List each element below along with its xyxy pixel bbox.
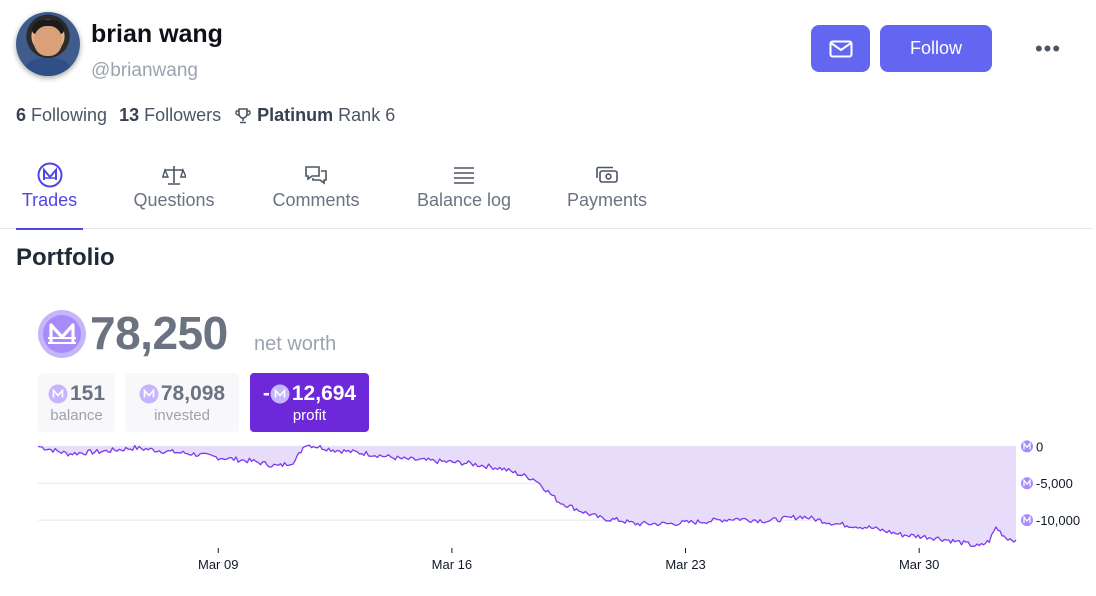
list-icon bbox=[453, 160, 475, 190]
mail-icon bbox=[829, 40, 852, 57]
mana-coin-icon bbox=[1021, 477, 1033, 490]
mana-coin-glyph bbox=[1023, 441, 1031, 450]
tab-label: Questions bbox=[133, 190, 215, 210]
mana-coin-glyph bbox=[1023, 478, 1031, 487]
following-count: 6 bbox=[16, 105, 27, 125]
followers-count: 13 bbox=[119, 105, 140, 125]
invested-label: invested bbox=[154, 406, 210, 424]
x-tick-label: Mar 30 bbox=[899, 557, 939, 572]
profile-stats: 6 Following 13 Followers Platinum Rank 6 bbox=[16, 105, 407, 126]
message-button[interactable] bbox=[811, 25, 870, 72]
tab-trades[interactable]: Trades bbox=[16, 160, 83, 230]
balance-value: 151 bbox=[69, 381, 106, 405]
mana-coin-icon bbox=[270, 384, 290, 403]
tab-label: Balance log bbox=[416, 190, 512, 210]
balance-label: balance bbox=[50, 406, 103, 424]
avatar[interactable] bbox=[16, 12, 80, 76]
mana-icon bbox=[37, 160, 63, 190]
chat-icon bbox=[304, 160, 328, 190]
chart-series-line bbox=[37, 444, 1017, 547]
profit-card[interactable]: - 12,694 profit bbox=[250, 373, 369, 432]
rank-stat[interactable]: Platinum Rank 6 bbox=[233, 105, 395, 126]
following-label: Following bbox=[31, 105, 108, 125]
more-options-button[interactable]: ••• bbox=[1034, 36, 1062, 61]
profit-value: 12,694 bbox=[291, 381, 357, 405]
net-worth-label: net worth bbox=[254, 333, 337, 355]
followers-label: Followers bbox=[144, 105, 222, 125]
tab-label: Trades bbox=[21, 190, 78, 210]
profit-sign: - bbox=[262, 381, 270, 405]
y-tick-label: 0 bbox=[1036, 439, 1043, 454]
profile-name: brian wang bbox=[91, 20, 223, 48]
rank-tier: Platinum bbox=[257, 105, 334, 125]
cash-icon bbox=[595, 160, 619, 190]
profit-label: profit bbox=[292, 406, 327, 424]
avatar-shirt bbox=[22, 58, 74, 76]
follow-button[interactable]: Follow bbox=[880, 25, 992, 72]
x-tick-label: Mar 23 bbox=[665, 557, 705, 572]
tab-label: Payments bbox=[566, 190, 648, 210]
x-tick-label: Mar 16 bbox=[432, 557, 472, 572]
mana-coin-icon bbox=[48, 384, 68, 403]
mana-coin-icon bbox=[139, 384, 159, 403]
profit-chart[interactable]: Mar 09 Mar 16 Mar 23 Mar 30 0 -5,000 -10,000 bbox=[0, 436, 1096, 581]
followers-stat[interactable]: 13 Followers bbox=[119, 105, 221, 126]
y-tick-label: -10,000 bbox=[1036, 513, 1080, 528]
tab-label: Comments bbox=[272, 190, 360, 210]
mana-coin-glyph bbox=[1023, 515, 1031, 524]
scale-icon bbox=[162, 160, 186, 190]
tab-payments[interactable]: Payments bbox=[565, 160, 649, 229]
tab-comments[interactable]: Comments bbox=[269, 160, 363, 229]
following-stat[interactable]: 6 Following bbox=[16, 105, 107, 126]
mana-coin-icon bbox=[38, 310, 86, 358]
profile-tabs: Trades Questions Comments Balance log bbox=[0, 160, 1093, 230]
balance-card[interactable]: 151 balance bbox=[38, 373, 115, 432]
portfolio-title: Portfolio bbox=[16, 244, 115, 271]
tab-questions[interactable]: Questions bbox=[131, 160, 217, 229]
y-tick-label: -5,000 bbox=[1036, 476, 1073, 491]
trophy-icon bbox=[233, 106, 253, 126]
mana-coin-icon bbox=[1021, 440, 1033, 453]
x-tick-label: Mar 09 bbox=[198, 557, 238, 572]
invested-card[interactable]: 78,098 invested bbox=[125, 373, 239, 432]
rank-label: Rank 6 bbox=[338, 105, 396, 125]
invested-value: 78,098 bbox=[160, 381, 226, 405]
chart-area-fill bbox=[38, 445, 1016, 547]
net-worth-value: 78,250 bbox=[90, 307, 228, 359]
profile-handle: @brianwang bbox=[91, 60, 198, 81]
tab-balance-log[interactable]: Balance log bbox=[416, 160, 512, 229]
mana-coin-icon bbox=[1021, 514, 1033, 527]
avatar-face bbox=[34, 26, 62, 56]
